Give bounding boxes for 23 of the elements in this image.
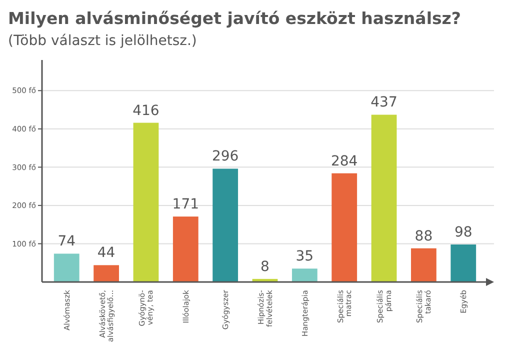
bar <box>411 248 436 282</box>
data-label: 296 <box>212 148 239 165</box>
bar <box>94 265 119 282</box>
bar <box>172 216 198 282</box>
data-label: 284 <box>330 153 358 170</box>
bar <box>292 268 318 282</box>
bar <box>212 168 238 282</box>
bar <box>54 254 80 282</box>
data-label: 8 <box>260 258 270 275</box>
data-label: 74 <box>58 234 76 250</box>
data-label: 35 <box>296 248 314 265</box>
bar <box>332 173 358 282</box>
bar <box>371 114 397 282</box>
data-label: 44 <box>97 245 116 262</box>
data-label: 437 <box>370 94 398 111</box>
bar <box>450 244 476 282</box>
bar <box>133 122 159 282</box>
data-label: 416 <box>132 102 160 119</box>
data-label: 171 <box>172 196 200 213</box>
data-label: 98 <box>454 224 472 240</box>
chart-title: Milyen alvásminőséget javító eszközt használsz? <box>8 9 461 28</box>
data-label: 88 <box>414 228 433 244</box>
chart-subtitle: (Több választ is jelölhetsz.) <box>8 33 197 49</box>
